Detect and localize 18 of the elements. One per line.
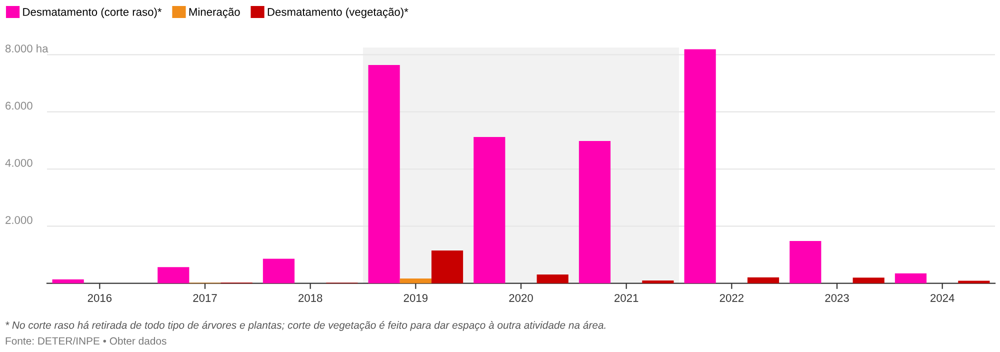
x-tick-label: 2019 — [404, 294, 428, 302]
source-note: Fonte: DETER/INPE • Obter dados — [6, 337, 166, 345]
legend-label: Mineração — [189, 8, 240, 18]
y-tick-label: 8.000 ha — [5, 44, 48, 52]
x-tick-label: 2021 — [614, 294, 638, 302]
x-tick-label: 2023 — [825, 294, 849, 302]
x-tick-label: 2018 — [298, 294, 322, 302]
y-tick-label: 4.000 — [5, 158, 32, 167]
y-tick-label: 6.000 — [6, 102, 32, 110]
x-tick-label: 2020 — [509, 294, 533, 302]
legend-label: Desmatamento (corte raso)* — [23, 8, 162, 18]
x-tick-label: 2016 — [88, 294, 112, 302]
x-tick-label: 2024 — [930, 294, 954, 302]
y-tick-label: 2.000 — [6, 216, 32, 224]
legend-label: Desmatamento (vegetação)* — [268, 8, 408, 18]
text: * No corte raso há retirada de todo tipo de árvores e plantas; corte de vegetação é feito para dar espaço à outra atividade na área. — [6, 321, 606, 331]
x-tick-label: 2022 — [720, 294, 744, 302]
x-tick-label: 2017 — [193, 294, 217, 302]
